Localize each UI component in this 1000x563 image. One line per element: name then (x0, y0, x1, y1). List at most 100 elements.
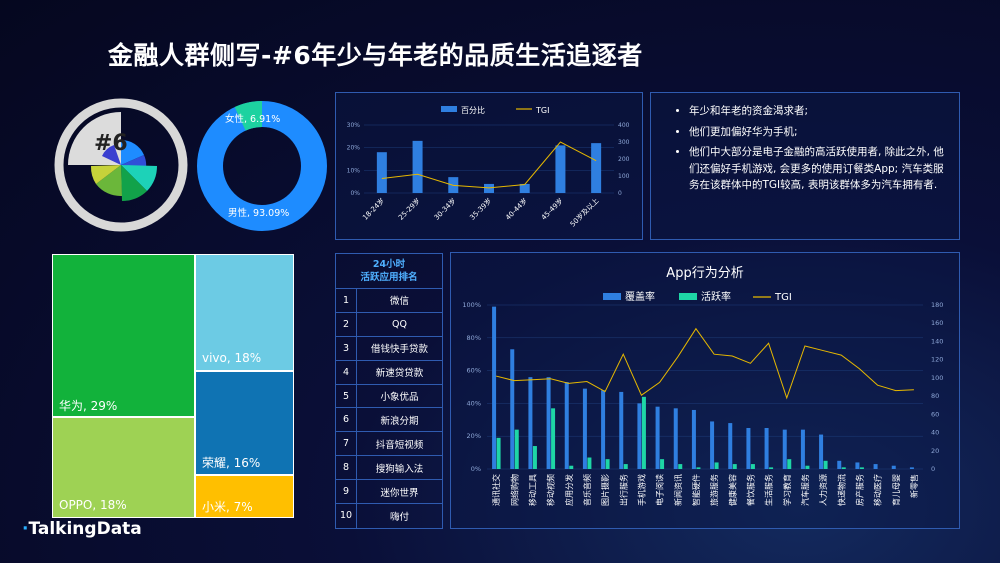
y2-tick-label: 140 (931, 337, 943, 345)
tgi-line (495, 327, 914, 400)
y2-tick-label: 80 (931, 392, 939, 400)
x-tick-label: 学习教育 (782, 474, 792, 506)
coverage-bar (510, 349, 515, 469)
insight-panel: 年少和年老的资金渴求者; 他们更加偏好华为手机; 他们中大部分是电子金融的高活跃… (650, 92, 960, 240)
x-tick-label: 网络购物 (509, 474, 519, 506)
badge-outer-ring (54, 98, 188, 232)
active-bar (859, 467, 864, 469)
coverage-bar (764, 428, 769, 469)
active-bar (805, 465, 810, 469)
active-bar (823, 460, 828, 469)
x-tick-label: 移动医疗 (873, 474, 883, 506)
ranking-app-name: 微信 (389, 296, 409, 308)
ranking-row: 2 QQ (336, 312, 442, 337)
coverage-bar (492, 306, 497, 469)
insight-item: 年少和年老的资金渴求者; (689, 103, 949, 120)
y-tick-label: 40% (467, 399, 481, 407)
y2-tick-label: 100 (618, 173, 630, 180)
active-bar (605, 459, 610, 469)
y2-tick-label: 0 (931, 465, 935, 473)
donut-female-arc (234, 101, 263, 131)
y-tick-label: 30% (347, 122, 361, 129)
ranking-app-name: QQ (392, 318, 407, 330)
coverage-bar (619, 391, 624, 469)
x-tick-label: 图片摄影 (600, 474, 610, 506)
ranking-app-name: 嗨付 (389, 511, 409, 523)
active-bar (841, 467, 846, 469)
x-tick-label: 出行服务 (618, 474, 628, 506)
active-bar (551, 408, 556, 469)
coverage-bar (909, 467, 914, 469)
coverage-bar (673, 408, 678, 469)
x-tick-label: 旅游服务 (709, 474, 719, 506)
treemap-cell-honor: 荣耀, 16% (195, 371, 294, 475)
treemap-label: 小米, 7% (202, 500, 253, 514)
x-tick-label: 人力资源 (818, 474, 828, 506)
coverage-bar (528, 377, 533, 469)
x-tick-label: 40-44岁 (503, 196, 529, 222)
age-bar (591, 143, 602, 193)
active-bar (678, 464, 683, 469)
ranking-app-name: 借钱快手贷款 (370, 344, 428, 356)
coverage-bar (800, 429, 805, 469)
active-bar (532, 446, 537, 469)
gender-donut: 女性, 6.91% 男性, 93.09% (197, 101, 327, 231)
ranking-number: 5 (336, 384, 357, 408)
active-bar (641, 396, 646, 469)
y2-tick-label: 200 (618, 156, 630, 163)
age-bar (376, 152, 387, 193)
treemap-cell-vivo: vivo, 18% (195, 254, 294, 371)
x-tick-label: 手机游戏 (636, 474, 646, 506)
coverage-bar (710, 421, 715, 469)
y2-tick-label: 120 (931, 356, 943, 364)
badge-text: #6 (94, 131, 128, 156)
app-ranking-table: 24小时 活跃应用排名 1 微信 2 QQ 3 借钱快手贷款 4 新速贷贷款 5 小象优品 6 新浪分… (335, 253, 443, 529)
age-bar (519, 183, 530, 193)
y2-tick-label: 180 (931, 301, 943, 309)
x-tick-label: 快递物流 (836, 474, 846, 506)
y-tick-label: 100% (462, 301, 481, 309)
age-bar (555, 145, 566, 193)
age-bar (484, 183, 494, 193)
badge-wheel: #6 (54, 98, 188, 232)
app-behavior-panel: App行为分析 覆盖率 活跃率 TGI 0% 20% 40% 60% 80% 100% 0 20 40 6… (450, 252, 960, 529)
x-tick-label: 25-29岁 (396, 196, 422, 222)
ranking-row: 8 搜狗输入法 (336, 456, 442, 481)
coverage-bar (782, 429, 787, 469)
y2-tick-label: 400 (618, 122, 630, 129)
insight-item: 他们中大部分是电子金融的高活跃使用者, 除此之外, 他们还偏好手机游戏, 会更多… (689, 144, 949, 194)
brand-name: TalkingData (28, 519, 142, 539)
x-tick-label: 应用分发 (564, 474, 574, 506)
active-bar (714, 462, 719, 469)
active-bar (732, 464, 737, 469)
x-tick-label: 45-49岁 (539, 196, 565, 222)
y-tick-label: 10% (347, 167, 361, 174)
ranking-number: 10 (336, 504, 357, 528)
y-tick-label: 20% (347, 145, 361, 152)
ranking-number: 4 (336, 360, 357, 384)
x-tick-label: 育儿母婴 (891, 474, 901, 506)
active-bar (750, 464, 755, 469)
treemap-cell-oppo: OPPO, 18% (52, 417, 195, 518)
legend-label-percent: 百分比 (461, 105, 485, 115)
y2-tick-label: 0 (618, 190, 622, 197)
active-bar (660, 459, 665, 469)
x-tick-label: 汽车服务 (800, 474, 810, 506)
x-tick-label: 30-34岁 (432, 196, 458, 222)
legend-swatch (603, 293, 621, 300)
coverage-bar (728, 423, 733, 469)
ranking-number: 7 (336, 432, 357, 456)
y2-tick-label: 160 (931, 319, 943, 327)
treemap-cell-xiaomi: 小米, 7% (195, 475, 294, 518)
ranking-app-name: 新浪分期 (380, 415, 419, 427)
ranking-row: 4 新速贷贷款 (336, 360, 442, 385)
treemap-label: vivo, 18% (202, 351, 262, 365)
coverage-bar (582, 388, 587, 469)
legend-label: 覆盖率 (625, 290, 655, 303)
coverage-bar (873, 464, 878, 469)
x-tick-label: 生活服务 (764, 474, 774, 506)
brand-logo: ·TalkingData (22, 519, 142, 539)
coverage-bar (564, 382, 569, 469)
coverage-bar (746, 428, 751, 469)
